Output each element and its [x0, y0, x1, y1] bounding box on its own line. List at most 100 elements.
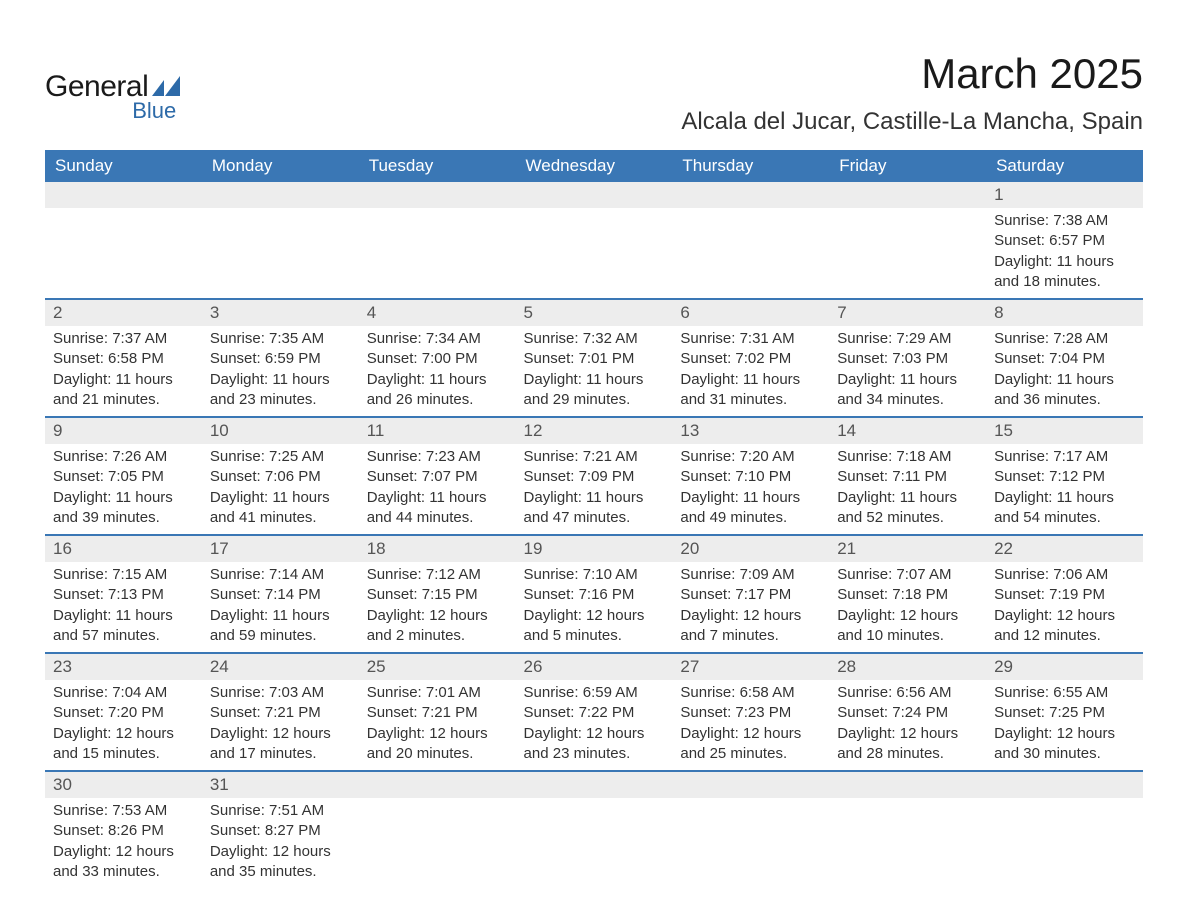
- calendar-cell: [359, 182, 516, 299]
- day-details: Sunrise: 7:09 AMSunset: 7:17 PMDaylight:…: [672, 562, 829, 652]
- sunrise-line: Sunrise: 6:55 AM: [994, 683, 1135, 703]
- sunrise-line: Sunrise: 7:20 AM: [680, 447, 821, 467]
- daylight-line: Daylight: 11 hours and 49 minutes.: [680, 488, 821, 529]
- day-details: [359, 798, 516, 858]
- sunrise-line: Sunrise: 7:10 AM: [524, 565, 665, 585]
- calendar-cell: 21 Sunrise: 7:07 AMSunset: 7:18 PMDayligh…: [829, 535, 986, 653]
- calendar-cell: 7Sunrise: 7:29 AMSunset: 7:03 PMDaylight…: [829, 299, 986, 417]
- daylight-line: Daylight: 11 hours and 29 minutes.: [524, 370, 665, 411]
- sunset-line: Sunset: 7:15 PM: [367, 585, 508, 605]
- calendar-cell: 17Sunrise: 7:14 AMSunset: 7:14 PMDayligh…: [202, 535, 359, 653]
- weekday-header: Friday: [829, 150, 986, 182]
- day-details: Sunrise: 7:20 AMSunset: 7:10 PMDaylight:…: [672, 444, 829, 534]
- day-details: [986, 798, 1143, 858]
- day-number: [359, 772, 516, 798]
- sunset-line: Sunset: 7:00 PM: [367, 349, 508, 369]
- day-number: 5: [516, 300, 673, 326]
- calendar-week-row: 2Sunrise: 7:37 AMSunset: 6:58 PMDaylight…: [45, 299, 1143, 417]
- day-details: Sunrise: 7:17 AMSunset: 7:12 PMDaylight:…: [986, 444, 1143, 534]
- sunrise-line: Sunrise: 7:25 AM: [210, 447, 351, 467]
- sunset-line: Sunset: 8:26 PM: [53, 821, 194, 841]
- day-details: Sunrise: 7:23 AMSunset: 7:07 PMDaylight:…: [359, 444, 516, 534]
- sunset-line: Sunset: 7:18 PM: [837, 585, 978, 605]
- sunrise-line: Sunrise: 7:32 AM: [524, 329, 665, 349]
- day-details: Sunrise: 7:37 AMSunset: 6:58 PMDaylight:…: [45, 326, 202, 416]
- sunrise-line: Sunrise: 7:04 AM: [53, 683, 194, 703]
- calendar-cell: [986, 771, 1143, 888]
- sunset-line: Sunset: 7:14 PM: [210, 585, 351, 605]
- calendar-cell: 29Sunrise: 6:55 AMSunset: 7:25 PMDayligh…: [986, 653, 1143, 771]
- sunset-line: Sunset: 6:57 PM: [994, 231, 1135, 251]
- sunrise-line: Sunrise: 7:12 AM: [367, 565, 508, 585]
- calendar-cell: 13Sunrise: 7:20 AMSunset: 7:10 PMDayligh…: [672, 417, 829, 535]
- flag-icon: [152, 76, 180, 96]
- calendar-cell: 9Sunrise: 7:26 AMSunset: 7:05 PMDaylight…: [45, 417, 202, 535]
- weekday-header: Sunday: [45, 150, 202, 182]
- day-number: 10: [202, 418, 359, 444]
- sunrise-line: Sunrise: 7:07 AM: [837, 565, 978, 585]
- daylight-line: Daylight: 12 hours and 10 minutes.: [837, 606, 978, 647]
- day-number: 21: [829, 536, 986, 562]
- sunset-line: Sunset: 7:20 PM: [53, 703, 194, 723]
- day-details: Sunrise: 7:29 AMSunset: 7:03 PMDaylight:…: [829, 326, 986, 416]
- calendar-table: Sunday Monday Tuesday Wednesday Thursday…: [45, 150, 1143, 888]
- header: General Blue March 2025 Alcala del Jucar…: [45, 50, 1143, 136]
- day-details: Sunrise: 6:58 AMSunset: 7:23 PMDaylight:…: [672, 680, 829, 770]
- sunset-line: Sunset: 7:04 PM: [994, 349, 1135, 369]
- daylight-line: Daylight: 12 hours and 20 minutes.: [367, 724, 508, 765]
- day-number: [986, 772, 1143, 798]
- weekday-header: Wednesday: [516, 150, 673, 182]
- calendar-week-row: 16Sunrise: 7:15 AMSunset: 7:13 PMDayligh…: [45, 535, 1143, 653]
- day-details: Sunrise: 6:59 AMSunset: 7:22 PMDaylight:…: [516, 680, 673, 770]
- sunrise-line: Sunrise: 7:03 AM: [210, 683, 351, 703]
- weekday-header: Thursday: [672, 150, 829, 182]
- sunrise-line: Sunrise: 6:58 AM: [680, 683, 821, 703]
- day-number: 9: [45, 418, 202, 444]
- day-number: 20: [672, 536, 829, 562]
- daylight-line: Daylight: 12 hours and 23 minutes.: [524, 724, 665, 765]
- day-details: Sunrise: 7:28 AMSunset: 7:04 PMDaylight:…: [986, 326, 1143, 416]
- day-details: [45, 208, 202, 268]
- calendar-cell: [672, 771, 829, 888]
- sunrise-line: Sunrise: 7:37 AM: [53, 329, 194, 349]
- calendar-cell: [516, 771, 673, 888]
- sunset-line: Sunset: 6:58 PM: [53, 349, 194, 369]
- calendar-cell: [516, 182, 673, 299]
- sunset-line: Sunset: 7:05 PM: [53, 467, 194, 487]
- daylight-line: Daylight: 11 hours and 57 minutes.: [53, 606, 194, 647]
- day-number: 11: [359, 418, 516, 444]
- daylight-line: Daylight: 12 hours and 25 minutes.: [680, 724, 821, 765]
- sunrise-line: Sunrise: 7:17 AM: [994, 447, 1135, 467]
- day-number: 17: [202, 536, 359, 562]
- sunset-line: Sunset: 7:02 PM: [680, 349, 821, 369]
- sunset-line: Sunset: 8:27 PM: [210, 821, 351, 841]
- sunset-line: Sunset: 7:16 PM: [524, 585, 665, 605]
- calendar-cell: 10Sunrise: 7:25 AMSunset: 7:06 PMDayligh…: [202, 417, 359, 535]
- calendar-cell: 8Sunrise: 7:28 AMSunset: 7:04 PMDaylight…: [986, 299, 1143, 417]
- day-details: Sunrise: 7:38 AMSunset: 6:57 PMDaylight:…: [986, 208, 1143, 298]
- daylight-line: Daylight: 12 hours and 33 minutes.: [53, 842, 194, 883]
- day-details: [829, 798, 986, 858]
- calendar-cell: 14Sunrise: 7:18 AMSunset: 7:11 PMDayligh…: [829, 417, 986, 535]
- day-details: Sunrise: 7:25 AMSunset: 7:06 PMDaylight:…: [202, 444, 359, 534]
- brand-name-2: Blue: [45, 98, 176, 124]
- day-details: [202, 208, 359, 268]
- daylight-line: Daylight: 12 hours and 35 minutes.: [210, 842, 351, 883]
- sunrise-line: Sunrise: 7:09 AM: [680, 565, 821, 585]
- day-number: 19: [516, 536, 673, 562]
- sunset-line: Sunset: 7:01 PM: [524, 349, 665, 369]
- sunrise-line: Sunrise: 7:06 AM: [994, 565, 1135, 585]
- calendar-cell: 28Sunrise: 6:56 AMSunset: 7:24 PMDayligh…: [829, 653, 986, 771]
- weekday-header-row: Sunday Monday Tuesday Wednesday Thursday…: [45, 150, 1143, 182]
- day-details: Sunrise: 7:14 AMSunset: 7:14 PMDaylight:…: [202, 562, 359, 652]
- day-details: Sunrise: 7:21 AMSunset: 7:09 PMDaylight:…: [516, 444, 673, 534]
- day-number: 18: [359, 536, 516, 562]
- day-details: Sunrise: 6:55 AMSunset: 7:25 PMDaylight:…: [986, 680, 1143, 770]
- calendar-cell: 25Sunrise: 7:01 AMSunset: 7:21 PMDayligh…: [359, 653, 516, 771]
- day-number: [516, 182, 673, 208]
- daylight-line: Daylight: 12 hours and 30 minutes.: [994, 724, 1135, 765]
- calendar-cell: 26Sunrise: 6:59 AMSunset: 7:22 PMDayligh…: [516, 653, 673, 771]
- daylight-line: Daylight: 12 hours and 12 minutes.: [994, 606, 1135, 647]
- day-number: 23: [45, 654, 202, 680]
- calendar-cell: 4Sunrise: 7:34 AMSunset: 7:00 PMDaylight…: [359, 299, 516, 417]
